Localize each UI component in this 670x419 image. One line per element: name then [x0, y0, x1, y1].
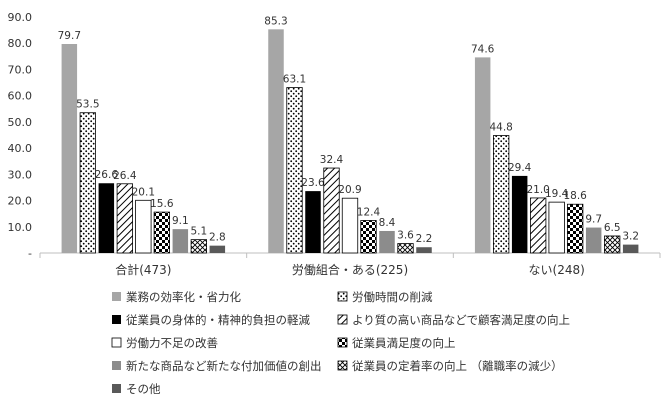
bar: [397, 243, 414, 254]
bar: [474, 57, 491, 254]
y-tick-label: -: [28, 247, 32, 260]
y-tick-label: 50.0: [8, 116, 33, 129]
data-label: 20.9: [338, 184, 361, 196]
legend-label: 従業員の身体的・精神的負担の軽減: [126, 313, 310, 327]
bar: [305, 191, 321, 253]
bar: [135, 199, 152, 254]
legend-label: 従業員の定着率の向上 （離職率の減少）: [352, 359, 563, 373]
legend-swatch: [111, 337, 122, 348]
data-label: 63.1: [283, 74, 306, 86]
data-label: 12.4: [357, 206, 381, 218]
data-label: 26.4: [113, 170, 137, 182]
y-tick-label: 30.0: [8, 168, 33, 181]
data-label: 21.0: [526, 184, 549, 196]
data-label: 74.6: [471, 43, 495, 55]
data-label: 2.8: [209, 232, 226, 244]
data-label: 29.4: [508, 162, 532, 174]
x-axis: 合計(473) 労働組合・ある(225) ない(248): [39, 252, 661, 277]
bar: [493, 135, 510, 254]
data-label: 53.5: [76, 99, 99, 111]
bar: [567, 203, 584, 254]
legend-swatch: [112, 292, 121, 301]
data-label: 20.1: [132, 186, 155, 198]
bar: [286, 87, 303, 254]
legend-label: 従業員満足度の向上: [352, 336, 456, 350]
legend-swatch: [112, 361, 121, 370]
legend-label: 新たな商品など新たな付加価値の創出: [126, 359, 322, 373]
data-label: 85.3: [264, 15, 287, 27]
data-label: 3.2: [622, 231, 639, 243]
bar: [585, 227, 602, 253]
bar: [511, 175, 528, 253]
y-tick-label: 70.0: [8, 63, 33, 76]
x-tick-label: 労働組合・ある(225): [292, 262, 408, 277]
legend-label: 労働時間の削減: [352, 290, 433, 304]
y-tick-label: 60.0: [8, 90, 33, 103]
data-label: 32.4: [320, 154, 344, 166]
bar: [116, 183, 133, 254]
bar: [98, 183, 115, 253]
data-label: 9.7: [585, 214, 602, 226]
legend-label: 業務の効率化・省力化: [126, 290, 241, 304]
bar: [268, 29, 284, 253]
y-tick-label: 10.0: [8, 221, 33, 234]
legend-label: その他: [126, 382, 161, 396]
bar: [190, 239, 207, 254]
bar: [622, 244, 639, 253]
y-axis: - 10.0 20.0 30.0 40.0 50.0 60.0 70.0 80.0 90.0: [8, 11, 33, 260]
bar: [153, 211, 170, 254]
data-label: 18.6: [563, 190, 587, 202]
bar: [61, 44, 78, 254]
data-label: 26.6: [95, 169, 119, 181]
data-label: 9.1: [172, 215, 189, 227]
data-label: 5.1: [190, 226, 207, 238]
y-tick-label: 80.0: [8, 37, 33, 50]
bar: [172, 229, 189, 253]
y-tick-label: 20.0: [8, 195, 33, 208]
bar: [548, 201, 565, 254]
y-tick-label: 90.0: [8, 11, 33, 24]
data-label: 19.4: [545, 188, 569, 200]
bar: [341, 197, 359, 254]
legend-swatch: [337, 360, 348, 371]
data-label: 8.4: [379, 217, 396, 229]
x-tick-label: 合計(473): [115, 262, 171, 277]
bar: [209, 245, 226, 253]
legend-swatch: [337, 291, 348, 302]
y-tick-label: 40.0: [8, 142, 33, 155]
bar: [379, 230, 395, 253]
legend-swatch: [337, 314, 348, 325]
data-label: 15.6: [150, 198, 174, 210]
data-label: 23.6: [301, 177, 325, 189]
data-label: 44.8: [489, 122, 512, 134]
bar: [416, 247, 432, 253]
data-label: 2.2: [416, 233, 433, 245]
data-label: 3.6: [397, 230, 414, 242]
data-label: 6.5: [604, 222, 621, 234]
bar: [360, 220, 377, 254]
bar: [530, 197, 547, 254]
data-label: 79.7: [58, 30, 81, 42]
x-tick-label: ない(248): [529, 263, 585, 277]
legend-label: 労働力不足の改善: [126, 336, 218, 350]
bar: [79, 112, 96, 254]
bars-group: 79.7 53.5 26.626.4 20.115.6 9.15.12.8 85.3 63.…: [58, 15, 639, 254]
bar: [604, 235, 621, 254]
legend-label: より質の高い商品などで顧客満足度の向上: [352, 313, 570, 327]
legend-swatch: [337, 337, 348, 348]
bar: [323, 167, 340, 254]
legend-swatch: [112, 315, 121, 324]
legend-swatch: [112, 384, 121, 393]
